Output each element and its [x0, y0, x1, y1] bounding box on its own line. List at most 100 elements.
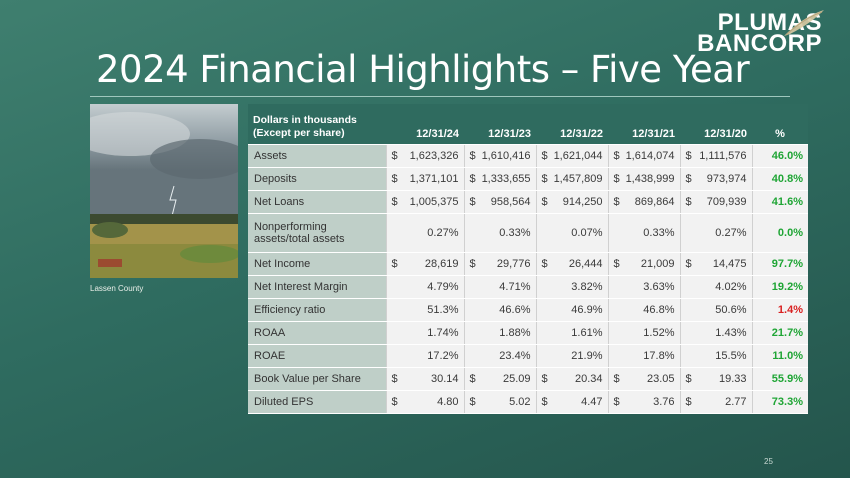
cell-value: 973,974 — [706, 173, 747, 185]
row-label: ROAA — [248, 321, 386, 345]
currency-symbol: $ — [541, 150, 548, 162]
currency-symbol: $ — [391, 150, 398, 162]
currency-symbol: $ — [469, 373, 476, 385]
table-row: Net Loans $1,005,375 $958,564 $914,250 $869,… — [248, 190, 808, 214]
currency-symbol: $ — [541, 196, 548, 208]
currency-symbol: $ — [469, 150, 476, 162]
table-row: Deposits $1,371,101 $1,333,655 $1,457,809 $1… — [248, 167, 808, 191]
value-cell: 4.71% — [463, 275, 536, 299]
value-cell: $1,610,416 — [463, 144, 536, 168]
cell-value: 2.77 — [725, 396, 747, 408]
cell-value: 29,776 — [496, 258, 531, 270]
cell-value: 46.8% — [643, 304, 675, 316]
cell-value: 46.9% — [571, 304, 603, 316]
percent-change-cell: 46.0% — [751, 144, 808, 168]
currency-symbol: $ — [391, 396, 398, 408]
value-cell: 1.61% — [535, 321, 608, 345]
cell-value: 1,614,074 — [625, 150, 675, 162]
value-cell: 0.33% — [607, 213, 680, 253]
value-cell: 51.3% — [385, 298, 464, 322]
table-row: Net Income $28,619 $29,776 $26,444 $21,009 $1… — [248, 252, 808, 276]
value-cell: $23.05 — [607, 367, 680, 391]
percent-change-cell: 19.2% — [751, 275, 808, 299]
value-cell: 1.74% — [385, 321, 464, 345]
cell-value: 25.09 — [502, 373, 531, 385]
table-row: ROAE 17.2% 23.4% 21.9% 17.8% 15.5% 11.0% — [248, 344, 808, 368]
logo-line-2: BANCORP — [697, 30, 822, 57]
cell-value: 1,623,326 — [409, 150, 459, 162]
cell-value: 0.33% — [643, 227, 675, 239]
percent-change-cell: 0.0% — [751, 213, 808, 253]
row-label: Net Interest Margin — [248, 275, 386, 299]
cell-value: 4.47 — [581, 396, 603, 408]
value-cell: 1.43% — [679, 321, 752, 345]
value-cell: $29,776 — [463, 252, 536, 276]
row-label: Diluted EPS — [248, 390, 386, 414]
cell-value: 1,438,999 — [625, 173, 675, 185]
cell-value: 0.27% — [715, 227, 747, 239]
value-cell: 17.8% — [607, 344, 680, 368]
value-cell: $26,444 — [535, 252, 608, 276]
cell-value: 709,939 — [706, 196, 747, 208]
percent-change-cell: 1.4% — [751, 298, 808, 322]
cell-value: 19.33 — [718, 373, 747, 385]
row-label: Assets — [248, 144, 386, 168]
value-cell: $21,009 — [607, 252, 680, 276]
value-cell: 4.79% — [385, 275, 464, 299]
value-cell: $19.33 — [679, 367, 752, 391]
cell-value: 1,457,809 — [553, 173, 603, 185]
currency-symbol: $ — [391, 196, 398, 208]
cell-value: 1,610,416 — [481, 150, 531, 162]
table-row: Book Value per Share $30.14 $25.09 $20.34 $2… — [248, 367, 808, 391]
cell-value: 914,250 — [562, 196, 603, 208]
column-header: 12/31/21 — [608, 104, 680, 145]
column-header: 12/31/24 — [386, 104, 464, 145]
column-header-percent: % — [752, 104, 808, 145]
cell-value: 5.02 — [509, 396, 531, 408]
table-row: Net Interest Margin 4.79% 4.71% 3.82% 3.63% 4… — [248, 275, 808, 299]
photo-caption: Lassen County — [90, 284, 144, 293]
value-cell: $973,974 — [679, 167, 752, 191]
currency-symbol: $ — [613, 258, 620, 270]
value-cell: 3.63% — [607, 275, 680, 299]
value-cell: 0.27% — [385, 213, 464, 253]
value-cell: $14,475 — [679, 252, 752, 276]
percent-change-cell: 11.0% — [751, 344, 808, 368]
currency-symbol: $ — [685, 373, 692, 385]
table-row: Assets $1,623,326 $1,610,416 $1,621,044 $1,6… — [248, 144, 808, 168]
table-row: Diluted EPS $4.80 $5.02 $4.47 $3.76 $2.77 73.3… — [248, 390, 808, 414]
cell-value: 1,333,655 — [481, 173, 531, 185]
table-row: ROAA 1.74% 1.88% 1.61% 1.52% 1.43% 21.7% — [248, 321, 808, 345]
cell-value: 3.82% — [571, 281, 603, 293]
cell-value: 20.34 — [574, 373, 603, 385]
cell-value: 1,621,044 — [553, 150, 603, 162]
value-cell: $709,939 — [679, 190, 752, 214]
currency-symbol: $ — [613, 173, 620, 185]
currency-symbol: $ — [685, 396, 692, 408]
row-label: Net Income — [248, 252, 386, 276]
currency-symbol: $ — [469, 173, 476, 185]
page-number: 25 — [764, 457, 773, 466]
row-label: Book Value per Share — [248, 367, 386, 391]
header-units-line2: (Except per share) — [253, 127, 345, 139]
cell-value: 1.52% — [643, 327, 675, 339]
value-cell: 21.9% — [535, 344, 608, 368]
cell-value: 51.3% — [427, 304, 459, 316]
value-cell: 0.27% — [679, 213, 752, 253]
value-cell: 0.07% — [535, 213, 608, 253]
percent-change-cell: 40.8% — [751, 167, 808, 191]
currency-symbol: $ — [469, 258, 476, 270]
cell-value: 1.43% — [715, 327, 747, 339]
cell-value: 1.61% — [571, 327, 603, 339]
value-cell: $20.34 — [535, 367, 608, 391]
value-cell: $5.02 — [463, 390, 536, 414]
row-label: Deposits — [248, 167, 386, 191]
cell-value: 1.88% — [499, 327, 531, 339]
percent-change-cell: 41.6% — [751, 190, 808, 214]
value-cell: $4.47 — [535, 390, 608, 414]
currency-symbol: $ — [613, 150, 620, 162]
cell-value: 46.6% — [499, 304, 531, 316]
cell-value: 958,564 — [490, 196, 531, 208]
value-cell: $4.80 — [385, 390, 464, 414]
value-cell: 46.9% — [535, 298, 608, 322]
